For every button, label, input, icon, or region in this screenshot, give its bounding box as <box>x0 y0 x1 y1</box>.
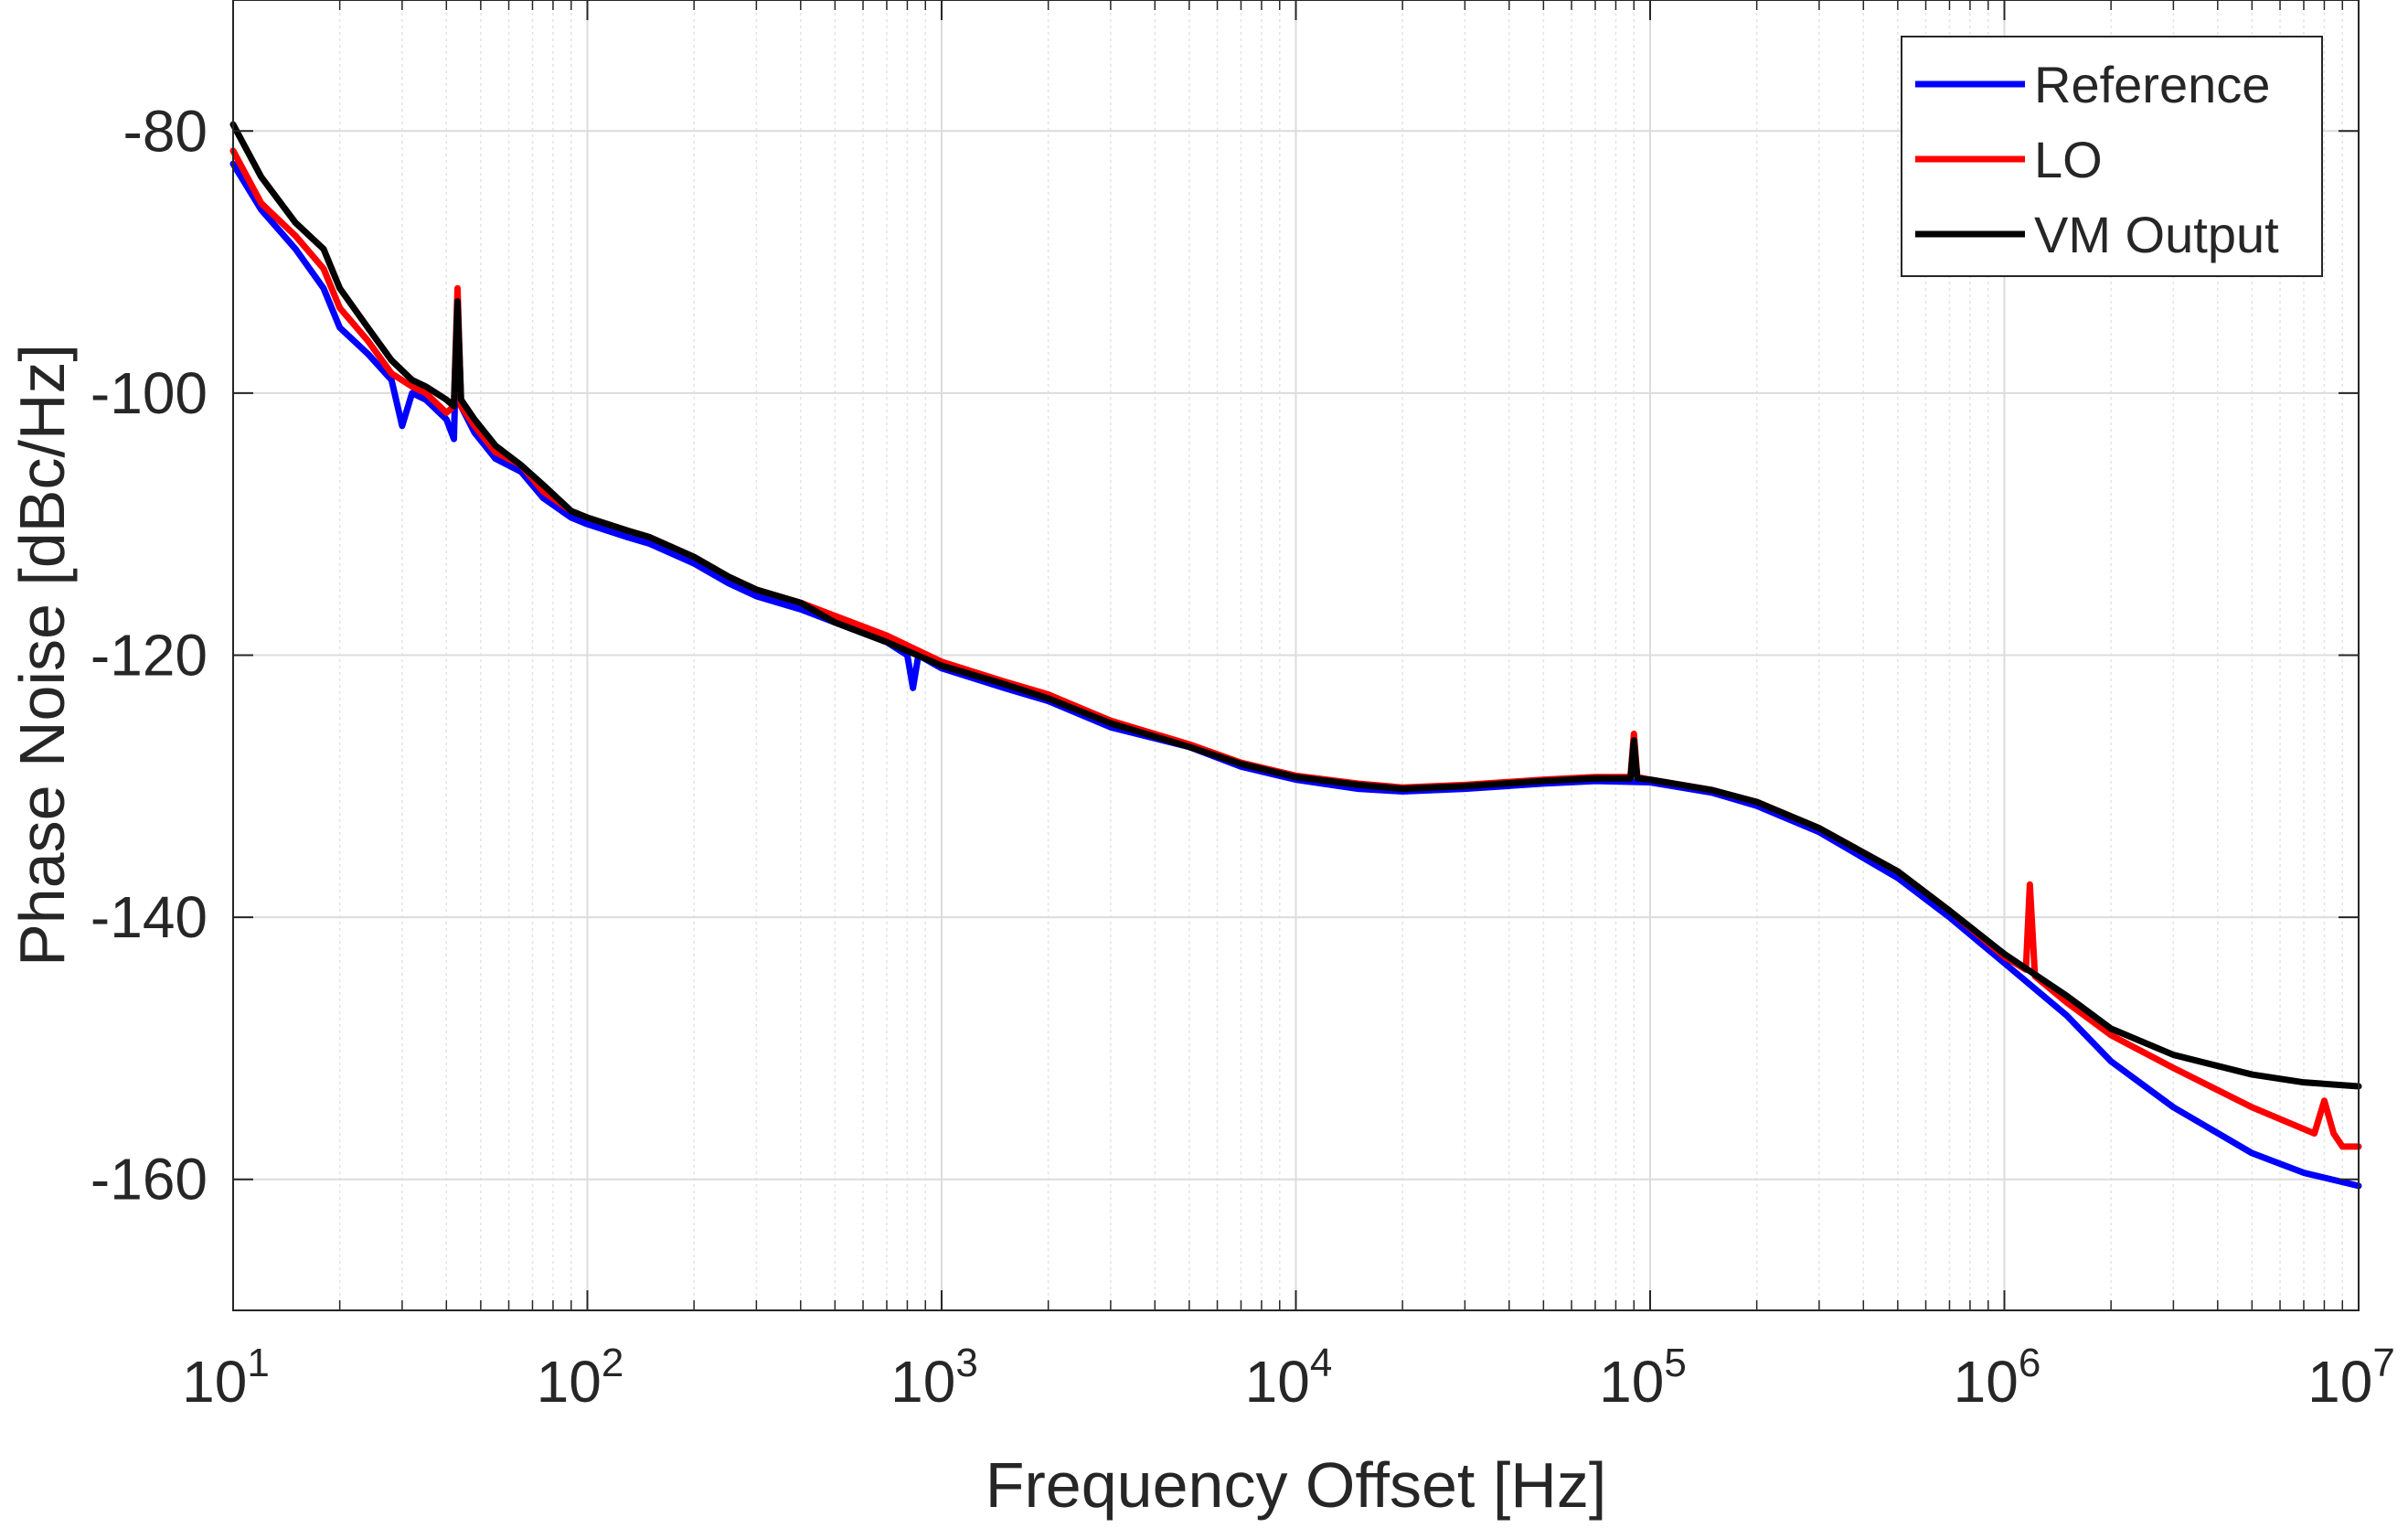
x-tick-label: 103 <box>890 1341 978 1415</box>
y-tick-label: -100 <box>91 360 208 426</box>
x-tick-exponent: 7 <box>2372 1341 2394 1385</box>
y-tick-label: -160 <box>91 1147 208 1213</box>
legend-label-reference: Reference <box>2034 56 2270 113</box>
x-tick-base: 10 <box>537 1349 602 1415</box>
grid <box>232 0 2360 1310</box>
x-tick-exponent: 3 <box>955 1341 977 1385</box>
x-tick-base: 10 <box>1245 1349 1310 1415</box>
x-tick-base: 10 <box>1599 1349 1664 1415</box>
y-axis-title: Phase Noise [dBc/Hz] <box>6 344 78 967</box>
x-tick-exponent: 4 <box>1310 1341 1332 1385</box>
legend-label-vm-output: VM Output <box>2034 206 2279 263</box>
y-axis-tick-labels: -80 -100 -120 -140 -160 <box>91 98 208 1212</box>
x-tick-base: 10 <box>182 1349 247 1415</box>
x-tick-base: 10 <box>890 1349 955 1415</box>
x-tick-label: 102 <box>537 1341 624 1415</box>
legend-items: Reference LO VM Output <box>1915 56 2279 263</box>
legend: Reference LO VM Output <box>1901 36 2323 277</box>
x-tick-exponent: 2 <box>602 1341 623 1385</box>
x-tick-label: 106 <box>1954 1341 2041 1415</box>
y-tick-label: -140 <box>91 884 208 950</box>
x-tick-label: 105 <box>1599 1341 1687 1415</box>
x-tick-base: 10 <box>2307 1349 2372 1415</box>
x-axis-title: Frequency Offset [Hz] <box>986 1449 1607 1521</box>
x-axis-tick-labels: 101 102 103 104 105 106 107 <box>182 1341 2395 1415</box>
plot-lines <box>229 121 2362 1190</box>
series-line-vm-output <box>229 121 2362 1090</box>
x-tick-exponent: 5 <box>1664 1341 1686 1385</box>
x-tick-exponent: 6 <box>2019 1341 2040 1385</box>
x-tick-label: 107 <box>2307 1341 2395 1415</box>
x-tick-exponent: 1 <box>247 1341 269 1385</box>
axis-ticks <box>232 0 2360 1310</box>
y-tick-label: -80 <box>123 98 208 164</box>
x-tick-base: 10 <box>1954 1349 2019 1415</box>
x-tick-label: 104 <box>1245 1341 1333 1415</box>
y-tick-label: -120 <box>91 623 208 689</box>
legend-label-lo: LO <box>2034 131 2103 188</box>
x-tick-label: 101 <box>182 1341 270 1415</box>
